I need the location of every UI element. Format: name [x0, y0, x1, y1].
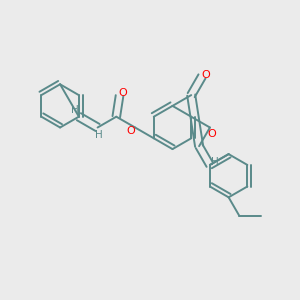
Text: O: O	[202, 70, 210, 80]
Text: H: H	[95, 130, 103, 140]
Text: O: O	[126, 125, 135, 136]
Text: H: H	[70, 105, 78, 115]
Text: H: H	[212, 157, 219, 167]
Text: O: O	[119, 88, 128, 98]
Text: O: O	[207, 128, 216, 139]
